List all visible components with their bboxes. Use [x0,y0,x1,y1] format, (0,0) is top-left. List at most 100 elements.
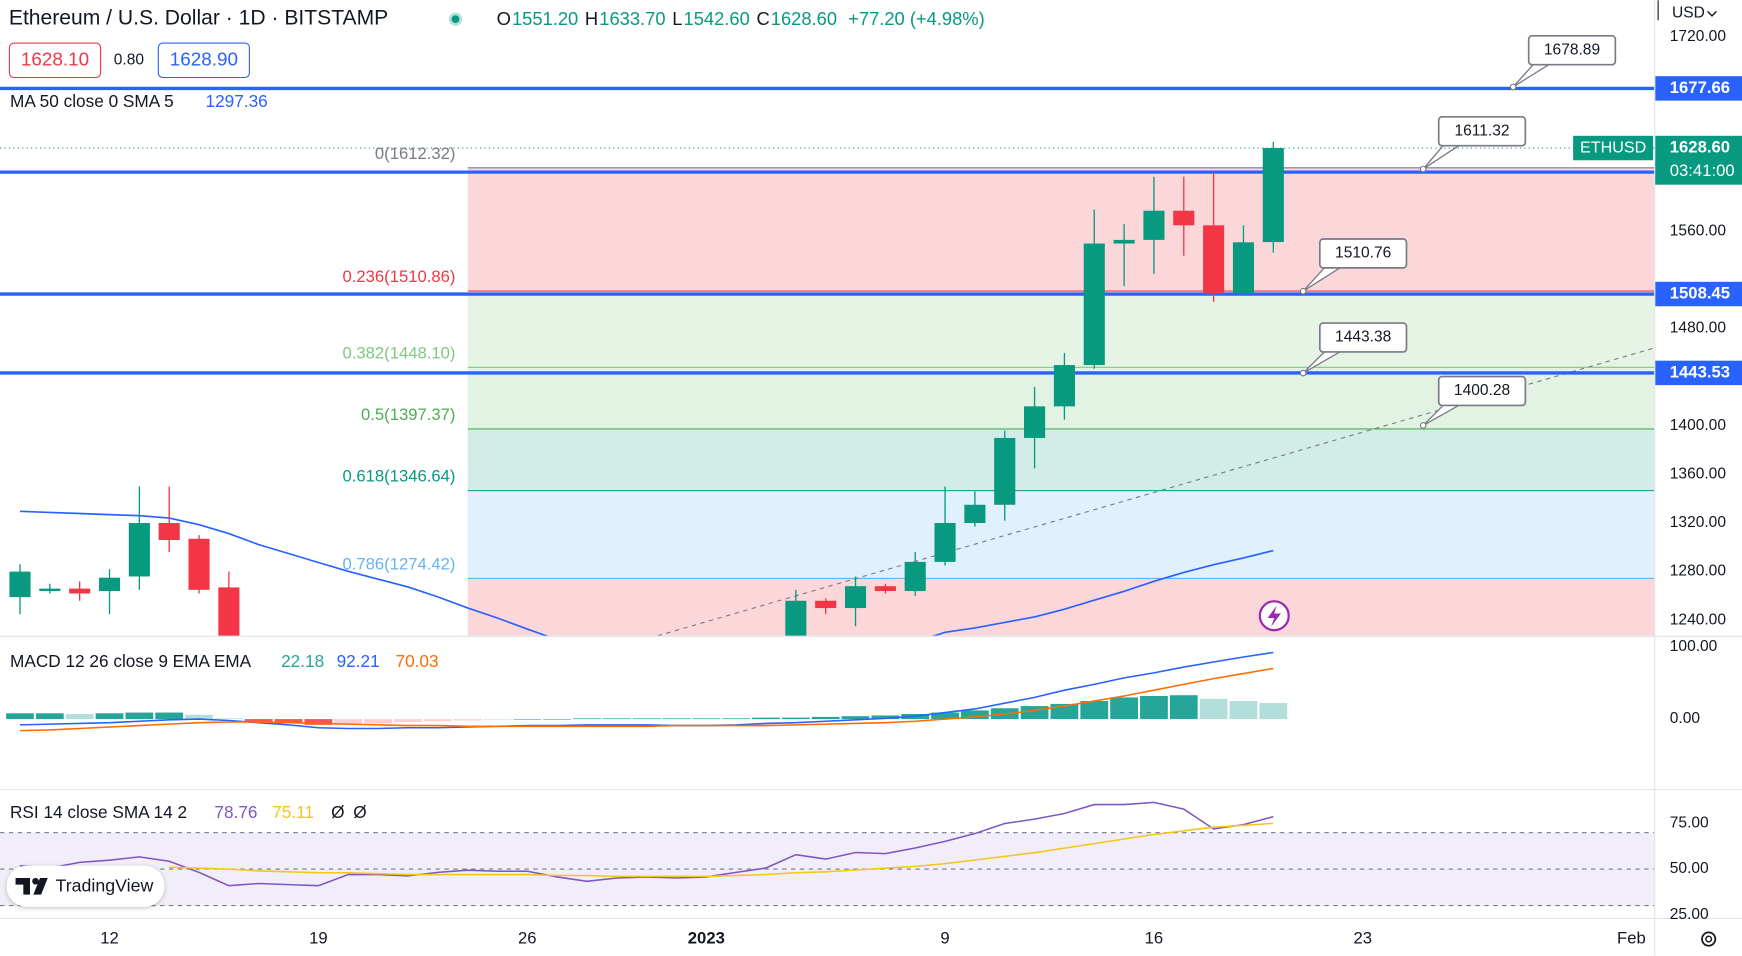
macd-pane [6,651,1288,732]
macd-histogram-bar [364,719,392,724]
rsi-sma-value: 75.11 [272,802,314,822]
fib-label: 0.382(1448.10) [343,343,456,362]
y-tick-label: 50.00 [1670,860,1709,877]
candle-body [98,577,121,592]
candle-body [844,586,867,609]
macd-histogram-bar [781,717,810,720]
candle-body [1113,239,1135,244]
callouts: 1678.89 1611.32 1510.76 1443.38 1400.28 [1299,34,1617,429]
macd-histogram-bar [752,717,780,720]
macd-histogram-bar [1199,698,1228,720]
macd-histogram-bar [513,719,542,720]
candle-body [128,523,150,577]
rsi-extra: Ø [331,802,344,822]
macd-histogram-bar [961,710,989,720]
y-tick-label: 1320.00 [1670,514,1727,531]
candle-body [39,588,61,592]
fib-label: 0.236(1510.86) [343,267,456,286]
rsi-extra: Ø [353,802,366,822]
x-tick-label: 19 [309,928,328,947]
fib-label: 0.5(1397.37) [361,405,455,424]
symbol-tag-text: ETHUSD [1580,138,1646,156]
y-tick-label: 1400.00 [1670,417,1727,434]
last-price-text: 1628.60 [1670,137,1730,156]
macd-histogram-bar [1020,706,1049,720]
candle-body [1024,406,1046,438]
x-tick-label: 23 [1354,928,1373,947]
logo-glyph-dot [32,877,39,885]
y-tick-label: 1480.00 [1670,320,1727,337]
price-change: +77.20 (+4.98%) [848,8,985,29]
currency-caret [1707,10,1717,17]
macd-histogram-bar [1229,701,1258,720]
ohlc-value: 1542.60 [684,8,750,29]
ohlc-values: O 1551.20 H 1633.70 L 1542.60 C 1628.60 +77.20 (… [497,8,985,29]
macd-histogram-bar [662,718,691,720]
macd-histogram-bar [841,716,870,720]
sell-button[interactable] [8,42,102,79]
fib-band [467,428,1655,491]
candle-body [9,571,31,598]
macd-histogram-bar [95,713,124,720]
hline-axis-label [1655,281,1742,307]
candle-body [1143,210,1165,240]
candle-body [785,600,807,636]
settings-gear[interactable] [1701,931,1717,947]
y-tick-label: 1240.00 [1670,611,1727,628]
time-axis: 12 19 26 2023 9 16 23 Feb [100,928,1645,947]
macd-histogram-bar [573,718,601,720]
y-tick-label: 1280.00 [1670,563,1727,580]
ohlc-key: O [497,8,511,29]
candle-body [904,561,926,592]
macd-histogram-bar [871,715,900,720]
y-tick-label: 75.00 [1670,815,1709,832]
hline-axis-text: 1508.45 [1670,283,1730,302]
symbol-title: Ethereum / U.S. Dollar · 1D · BITSTAMP [9,7,388,30]
ohlc-value: 1551.20 [512,8,578,29]
callout-box [1318,238,1408,269]
macd-histogram-bar [6,713,34,720]
callout-text: 1400.28 [1454,382,1510,399]
candle-body [158,523,180,541]
x-tick-label: 26 [518,928,537,947]
macd-histogram-bar [423,719,452,722]
ma-legend-value: 1297.36 [206,91,268,111]
main-pane: 0(1612.32) 0.236(1510.86) 0.382(1448.10) 0.… [0,34,1655,636]
macd-histogram-bar [1259,703,1288,720]
macd-histogram-bar [244,719,273,722]
last-price-label [1655,135,1742,185]
x-tick-label: Feb [1617,928,1646,947]
callout-box [1437,375,1527,407]
macd-histogram-bar [1080,701,1109,720]
currency-box[interactable] [1655,0,1742,27]
candle-body [69,588,91,594]
candle-body [1053,365,1075,407]
rsi-legend: RSI 14 close SMA 14 2 [10,802,187,822]
macd-histogram-bar [35,713,64,720]
callout-text: 1510.76 [1335,245,1391,262]
callout-box [1318,322,1408,353]
callout-text: 1443.38 [1335,329,1391,346]
callout-text: 1678.89 [1544,41,1600,58]
fib-band [467,578,1655,636]
callout-anchor [1419,422,1427,429]
logo-glyph-slash [33,877,48,895]
hline-axis-text: 1443.53 [1670,362,1730,381]
symbol-tag [1573,135,1654,161]
buy-price: 1628.90 [170,49,238,70]
countdown-text: 03:41:00 [1670,161,1735,180]
callout-anchor [1419,165,1427,173]
candle-body [1232,242,1255,294]
macd-histogram-bar [1110,697,1138,720]
macd-histogram-bar [483,719,512,720]
buy-button[interactable] [157,42,250,79]
hline-axis-text: 1677.66 [1670,78,1730,97]
logo-text: TradingView [56,876,154,896]
x-tick-label: 16 [1145,928,1164,947]
sell-price: 1628.10 [21,49,89,70]
hline-axis-label [1655,76,1742,101]
currency[interactable]: USD [1672,5,1705,22]
ohlc-key: H [585,8,598,29]
logo-badge[interactable] [6,865,165,907]
fib-label: 0(1612.32) [375,144,456,163]
